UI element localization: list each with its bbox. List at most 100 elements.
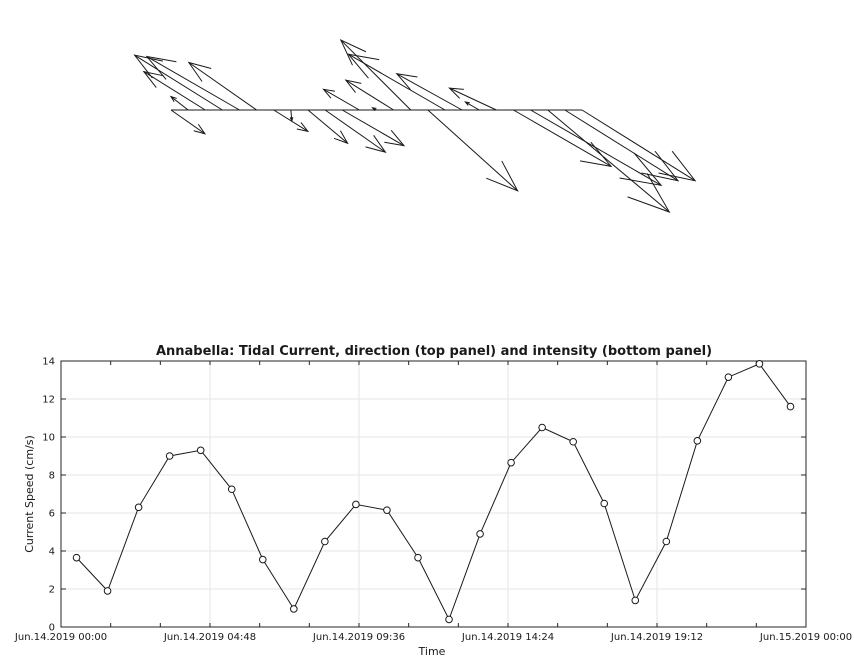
current-arrow-head <box>333 130 349 145</box>
current-arrow <box>322 88 360 111</box>
current-arrow-head <box>344 79 362 93</box>
x-tick-label: Jun.14.2019 19:12 <box>610 632 703 643</box>
speed-data-point <box>786 402 795 411</box>
current-arrow-head <box>133 54 164 79</box>
x-tick-label: Jun.14.2019 04:48 <box>163 632 256 643</box>
current-arrow <box>145 55 240 111</box>
current-arrow-head <box>347 53 380 79</box>
current-arrow-shaft <box>170 96 189 111</box>
current-arrow <box>133 54 223 111</box>
current-arrow-head <box>448 87 464 99</box>
current-arrow-shaft <box>345 79 394 111</box>
current-arrow-head <box>486 160 519 192</box>
current-arrow-shaft <box>513 109 612 167</box>
y-tick-label: 12 <box>42 395 55 406</box>
x-axis-label: Time <box>418 645 446 656</box>
speed-data-point <box>662 537 671 546</box>
y-tick-label: 6 <box>49 509 55 520</box>
current-arrow-shaft <box>465 101 480 111</box>
current-arrow-shaft <box>530 109 662 186</box>
x-tick-label: Jun.15.2019 00:00 <box>759 632 852 643</box>
speed-data-point <box>258 555 267 564</box>
current-arrow-head <box>627 173 671 213</box>
current-arrow-shaft <box>146 56 240 111</box>
current-arrow-shaft <box>348 53 446 111</box>
speed-data-point <box>445 615 453 624</box>
current-arrow-head <box>169 95 177 103</box>
speed-data-point <box>724 373 733 381</box>
current-arrow-shaft <box>427 109 518 192</box>
direction-quiver-panel <box>133 39 697 213</box>
current-arrow-shaft <box>273 109 309 132</box>
current-arrow-shaft <box>143 71 206 111</box>
speed-data-point <box>134 503 143 512</box>
y-tick-label: 10 <box>42 433 55 444</box>
current-arrow-head <box>289 116 294 123</box>
speed-data-point <box>352 500 360 509</box>
current-arrow-shaft <box>564 109 679 182</box>
speed-data-point <box>569 437 577 446</box>
speed-data-point <box>600 499 609 508</box>
y-tick-label: 14 <box>42 357 55 368</box>
current-arrow-head <box>193 123 207 135</box>
speed-line-panel: Annabella: Tidal Current, direction (top… <box>14 344 852 656</box>
current-arrow-shaft <box>581 109 696 182</box>
y-tick-label: 2 <box>49 585 55 596</box>
current-arrow <box>273 109 310 133</box>
speed-data-point <box>476 530 484 538</box>
plot-area-frame <box>60 360 807 628</box>
current-arrow <box>170 109 207 135</box>
current-arrow <box>169 95 189 111</box>
y-axis-label: Current Speed (cm/s) <box>23 435 36 553</box>
current-arrow <box>307 109 349 145</box>
current-arrow <box>395 73 463 111</box>
speed-data-point <box>383 506 391 514</box>
current-arrow-head <box>322 88 336 99</box>
speed-data-point <box>227 485 236 494</box>
current-arrow-head <box>658 150 697 182</box>
current-arrow-head <box>579 141 613 168</box>
y-tick-label: 0 <box>49 623 55 634</box>
speed-data-point <box>755 360 764 368</box>
current-arrow-shaft <box>324 109 386 153</box>
speed-series-line <box>76 363 791 621</box>
current-arrow <box>342 109 406 147</box>
current-arrow <box>339 39 412 111</box>
current-arrow-shaft <box>396 73 463 111</box>
x-tick-label: Jun.14.2019 09:36 <box>312 632 405 643</box>
current-arrow-shaft <box>340 39 412 111</box>
current-arrow-head <box>187 61 212 82</box>
y-tick-label: 8 <box>49 471 55 482</box>
current-arrow <box>427 109 519 192</box>
current-arrow-head <box>371 107 377 112</box>
current-arrow-head <box>619 152 663 187</box>
current-arrow-shaft <box>188 62 257 111</box>
speed-data-point <box>631 596 640 605</box>
speed-data-point <box>538 423 546 432</box>
current-arrow-head <box>145 55 177 80</box>
current-arrow-shaft <box>323 88 360 111</box>
current-arrow-shaft <box>170 109 206 135</box>
current-arrow <box>448 87 497 111</box>
speed-data-point <box>196 446 205 455</box>
current-arrow-shaft <box>290 109 293 121</box>
current-arrow <box>371 107 377 112</box>
current-arrow-shaft <box>307 109 348 144</box>
x-tick-label: Jun.14.2019 00:00 <box>14 632 107 643</box>
current-arrow-shaft <box>449 87 497 111</box>
speed-data-point <box>693 437 702 445</box>
current-arrow-head <box>296 122 310 133</box>
current-arrow-head <box>142 70 164 88</box>
current-arrow <box>581 109 697 182</box>
current-arrow-head <box>464 101 470 106</box>
current-arrow <box>513 109 613 168</box>
current-arrow-head <box>395 73 418 90</box>
chart-title: Annabella: Tidal Current, direction (top… <box>156 344 712 359</box>
current-arrow <box>547 109 671 213</box>
current-arrow-shaft <box>342 109 405 147</box>
current-arrow <box>324 109 387 154</box>
current-arrow <box>564 109 680 182</box>
speed-data-point <box>321 537 329 546</box>
current-arrow <box>347 53 446 111</box>
